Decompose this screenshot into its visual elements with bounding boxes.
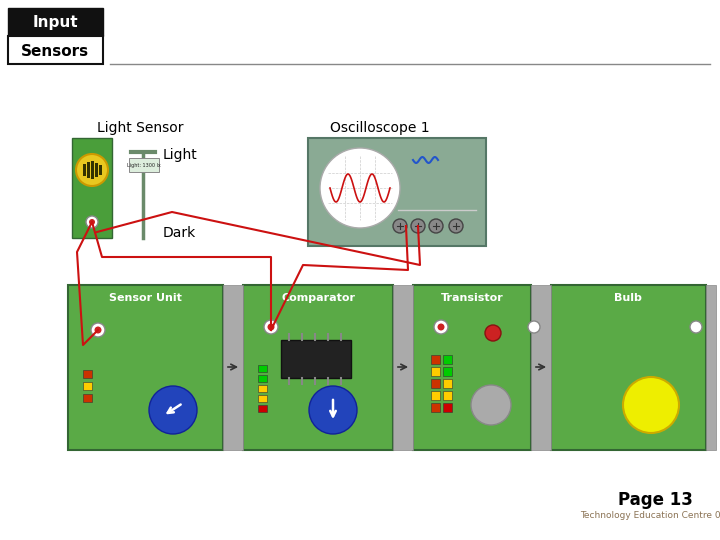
Circle shape xyxy=(149,386,197,434)
Text: Light: Light xyxy=(163,148,198,162)
Bar xyxy=(431,379,440,388)
Text: Bulb: Bulb xyxy=(614,293,642,303)
Bar xyxy=(431,403,440,412)
Circle shape xyxy=(449,219,463,233)
Circle shape xyxy=(434,320,448,334)
Bar xyxy=(129,158,159,172)
Bar xyxy=(531,285,551,450)
Bar xyxy=(443,391,452,400)
Bar xyxy=(258,385,267,392)
Text: Light Sensor: Light Sensor xyxy=(97,121,184,135)
Bar xyxy=(443,355,452,364)
Circle shape xyxy=(623,377,679,433)
Circle shape xyxy=(94,327,102,334)
Bar xyxy=(258,405,267,412)
Text: Dark: Dark xyxy=(163,226,197,240)
Bar xyxy=(72,138,112,238)
Bar xyxy=(243,285,393,450)
Bar xyxy=(281,340,351,378)
Circle shape xyxy=(309,386,357,434)
Text: Sensor Unit: Sensor Unit xyxy=(109,293,181,303)
Text: Input: Input xyxy=(32,16,78,30)
Circle shape xyxy=(393,219,407,233)
Bar xyxy=(551,285,706,450)
Circle shape xyxy=(485,325,501,341)
Bar xyxy=(86,162,89,178)
Circle shape xyxy=(429,219,443,233)
Bar xyxy=(258,375,267,382)
Bar xyxy=(413,285,531,450)
Circle shape xyxy=(268,323,274,330)
Circle shape xyxy=(264,320,278,334)
Text: Page 13: Page 13 xyxy=(618,491,693,509)
Bar xyxy=(258,365,267,372)
Bar xyxy=(443,367,452,376)
Bar xyxy=(443,403,452,412)
Bar xyxy=(443,379,452,388)
Text: Technology Education Centre 05.: Technology Education Centre 05. xyxy=(580,511,720,521)
Bar xyxy=(393,285,413,450)
Bar xyxy=(83,164,86,176)
Circle shape xyxy=(89,219,95,225)
Circle shape xyxy=(86,216,98,228)
Bar xyxy=(308,138,486,246)
Circle shape xyxy=(438,323,444,330)
Bar xyxy=(83,382,92,390)
Circle shape xyxy=(528,321,540,333)
Bar xyxy=(99,165,102,175)
Circle shape xyxy=(76,154,108,186)
Bar xyxy=(83,394,92,402)
Bar xyxy=(431,391,440,400)
Bar xyxy=(91,161,94,179)
Text: Sensors: Sensors xyxy=(21,44,89,58)
Circle shape xyxy=(91,323,105,337)
Circle shape xyxy=(320,148,400,228)
Bar xyxy=(8,36,103,64)
Text: Transistor: Transistor xyxy=(441,293,503,303)
Bar xyxy=(83,370,92,378)
Bar xyxy=(68,285,223,450)
Bar xyxy=(223,285,243,450)
Bar xyxy=(431,367,440,376)
Circle shape xyxy=(411,219,425,233)
Text: Oscilloscope 1: Oscilloscope 1 xyxy=(330,121,430,135)
Bar xyxy=(431,355,440,364)
Text: Comparator: Comparator xyxy=(281,293,355,303)
Bar xyxy=(8,8,103,36)
Bar xyxy=(258,395,267,402)
Bar xyxy=(706,285,716,450)
Text: Light: 1300 lx: Light: 1300 lx xyxy=(127,163,161,167)
Circle shape xyxy=(471,385,511,425)
Circle shape xyxy=(690,321,702,333)
Bar xyxy=(94,163,97,177)
